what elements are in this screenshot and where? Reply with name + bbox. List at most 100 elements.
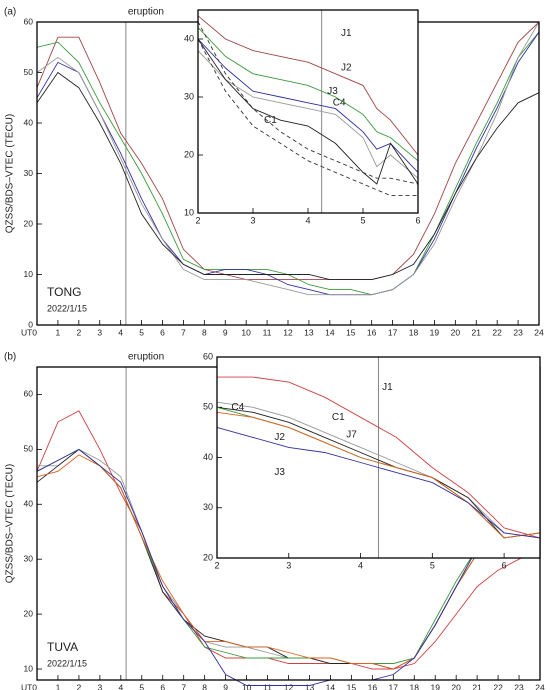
x-tick-label: 3 bbox=[98, 682, 103, 690]
x-tick-label: 24 bbox=[535, 682, 545, 690]
series-label: J1 bbox=[382, 382, 393, 393]
y-tick-label: 60 bbox=[203, 351, 213, 361]
x-tick-label: 10 bbox=[241, 327, 251, 337]
frame bbox=[216, 356, 541, 559]
event-label: eruption bbox=[128, 352, 164, 363]
x-tick-label: 6 bbox=[160, 327, 165, 337]
x-tick-label: 6 bbox=[502, 560, 507, 570]
x-tick-label: 14 bbox=[325, 327, 335, 337]
series-line bbox=[197, 21, 419, 185]
x-tick-label: 1 bbox=[56, 327, 61, 337]
y-tick-label: 40 bbox=[24, 499, 34, 509]
x-tick-label: 15 bbox=[346, 327, 356, 337]
y-axis-label: QZSS/BDS–VTEC (TECU) bbox=[5, 114, 16, 233]
x-tick-label: 18 bbox=[409, 327, 419, 337]
x-tick-label: 21 bbox=[472, 682, 482, 690]
x-tick-label: 19 bbox=[430, 327, 440, 337]
x-tick-label: 4 bbox=[118, 327, 123, 337]
date-label: 2022/1/15 bbox=[47, 658, 87, 668]
series-label: C4 bbox=[231, 402, 244, 413]
x-tick-label: 12 bbox=[284, 682, 294, 690]
x-tick-label: 18 bbox=[410, 682, 420, 690]
series-line bbox=[217, 376, 541, 539]
inset-background bbox=[198, 10, 418, 213]
x-tick-label: 23 bbox=[514, 682, 524, 690]
y-tick-label: 40 bbox=[203, 452, 213, 462]
y-tick-label: 10 bbox=[24, 269, 34, 279]
x-tick-label: 12 bbox=[283, 327, 293, 337]
x-tick-label: 13 bbox=[305, 682, 315, 690]
x-tick-label: 14 bbox=[326, 682, 336, 690]
x-tick-label: 3 bbox=[286, 560, 291, 570]
series-line bbox=[36, 21, 540, 296]
x-tick-label: 16 bbox=[367, 327, 377, 337]
x-tick-label: 15 bbox=[347, 682, 357, 690]
x-tick-label: 2 bbox=[195, 215, 200, 225]
series-line bbox=[197, 50, 419, 179]
series-line bbox=[216, 426, 541, 539]
x-tick-label: 20 bbox=[451, 682, 461, 690]
series-line bbox=[216, 401, 541, 539]
series-line bbox=[216, 411, 541, 539]
x-tick-label: 21 bbox=[472, 327, 482, 337]
x-tick-label: 8 bbox=[202, 327, 207, 337]
x-tick-label: 17 bbox=[389, 682, 399, 690]
x-tick-label: UT0 bbox=[21, 682, 37, 690]
x-tick-label: UT0 bbox=[21, 327, 37, 337]
station-label: TONG bbox=[47, 285, 81, 299]
series-line bbox=[197, 27, 419, 162]
x-tick-label: 19 bbox=[430, 682, 440, 690]
y-tick-label: 50 bbox=[24, 444, 34, 454]
series-line bbox=[197, 38, 419, 185]
y-tick-label: 30 bbox=[203, 502, 213, 512]
series-line bbox=[36, 21, 540, 281]
x-tick-label: 7 bbox=[181, 682, 186, 690]
x-tick-label: 4 bbox=[118, 682, 123, 690]
x-tick-label: 20 bbox=[451, 327, 461, 337]
x-tick-label: 3 bbox=[97, 327, 102, 337]
series-label: C4 bbox=[333, 97, 346, 108]
series-line bbox=[197, 38, 419, 173]
y-tick-label: 60 bbox=[24, 389, 34, 399]
station-label: TUVA bbox=[47, 640, 78, 654]
x-tick-label: 11 bbox=[263, 327, 272, 337]
y-tick-label: 0 bbox=[28, 319, 33, 329]
x-tick-label: 9 bbox=[223, 327, 228, 337]
y-tick-label: 60 bbox=[24, 16, 34, 26]
x-tick-label: 22 bbox=[492, 327, 502, 337]
x-tick-label: 1 bbox=[56, 682, 61, 690]
series-label: C1 bbox=[332, 412, 345, 423]
x-tick-label: 24 bbox=[534, 327, 544, 337]
x-tick-label: 5 bbox=[139, 682, 144, 690]
x-tick-label: 23 bbox=[513, 327, 523, 337]
y-axis-label: QZSS/BDS–VTEC (TECU) bbox=[5, 464, 16, 583]
x-tick-label: 6 bbox=[415, 215, 420, 225]
series-line bbox=[36, 410, 541, 670]
date-label: 2022/1/15 bbox=[47, 303, 87, 313]
x-tick-label: 17 bbox=[388, 327, 398, 337]
x-tick-label: 22 bbox=[493, 682, 503, 690]
y-tick-label: 20 bbox=[24, 218, 34, 228]
y-tick-label: 40 bbox=[184, 33, 194, 43]
y-tick-label: 30 bbox=[184, 91, 194, 101]
x-tick-label: 10 bbox=[242, 682, 252, 690]
x-tick-label: 11 bbox=[263, 682, 272, 690]
series-label: J2 bbox=[274, 432, 285, 443]
x-tick-label: 5 bbox=[360, 215, 365, 225]
series-label: J2 bbox=[341, 63, 352, 74]
series-line bbox=[197, 38, 418, 197]
series-label: J3 bbox=[274, 467, 285, 478]
x-tick-label: 4 bbox=[358, 560, 363, 570]
x-tick-label: 13 bbox=[304, 327, 314, 337]
y-tick-label: 50 bbox=[203, 402, 213, 412]
panel-label: (b) bbox=[4, 352, 16, 363]
frame bbox=[197, 9, 419, 214]
y-tick-label: 10 bbox=[24, 663, 34, 673]
panel-label: (a) bbox=[4, 7, 16, 18]
x-tick-label: 7 bbox=[181, 327, 186, 337]
series-line bbox=[36, 448, 541, 686]
y-tick-label: 30 bbox=[24, 553, 34, 563]
x-tick-label: 2 bbox=[77, 682, 82, 690]
y-tick-label: 20 bbox=[203, 552, 213, 562]
